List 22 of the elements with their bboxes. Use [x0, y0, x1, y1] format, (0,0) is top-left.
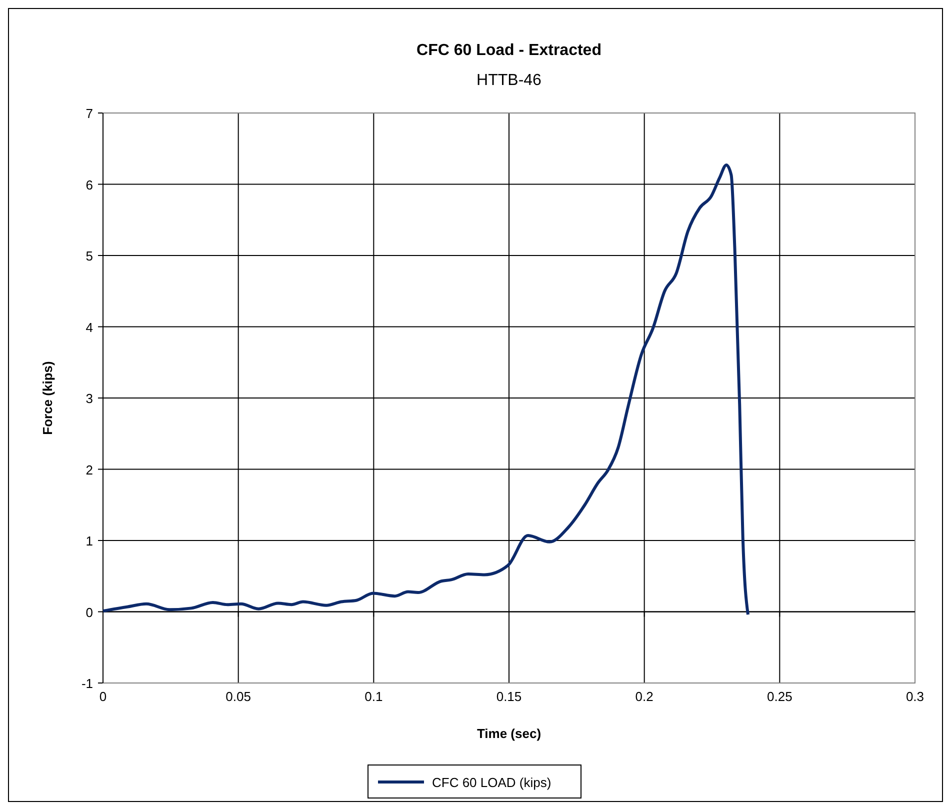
- y-axis-title: Force (kips): [40, 361, 55, 435]
- x-tick-label: 0.15: [496, 689, 522, 704]
- y-tick-label: -1: [81, 676, 93, 691]
- y-tick-label: 2: [86, 462, 93, 478]
- x-tick-label: 0: [99, 689, 107, 704]
- y-tick-label: 1: [86, 534, 93, 548]
- line-series: [102, 164, 750, 616]
- x-axis-title: Time (sec): [476, 726, 542, 741]
- y-tick-label: 0: [86, 604, 93, 620]
- y-tick-label: 3: [86, 391, 93, 406]
- x-tick-label: 0.25: [767, 689, 792, 704]
- chart-subtitle: HTTB-46: [476, 72, 542, 89]
- x-tick-label: 0.05: [226, 689, 251, 704]
- y-tick-label: 4: [86, 320, 93, 335]
- legend-label: CFC 60 LOAD (kips): [432, 775, 552, 790]
- y-tick-label: 5: [86, 248, 93, 264]
- x-tick-label: 0.1: [364, 689, 383, 704]
- chart-title: CFC 60 Load - Extracted: [416, 42, 602, 59]
- y-tick-label: 7: [86, 106, 93, 121]
- x-tick-label: 0.3: [906, 689, 924, 704]
- y-tick-label: 6: [86, 177, 93, 192]
- x-tick-label: 0.2: [635, 689, 654, 704]
